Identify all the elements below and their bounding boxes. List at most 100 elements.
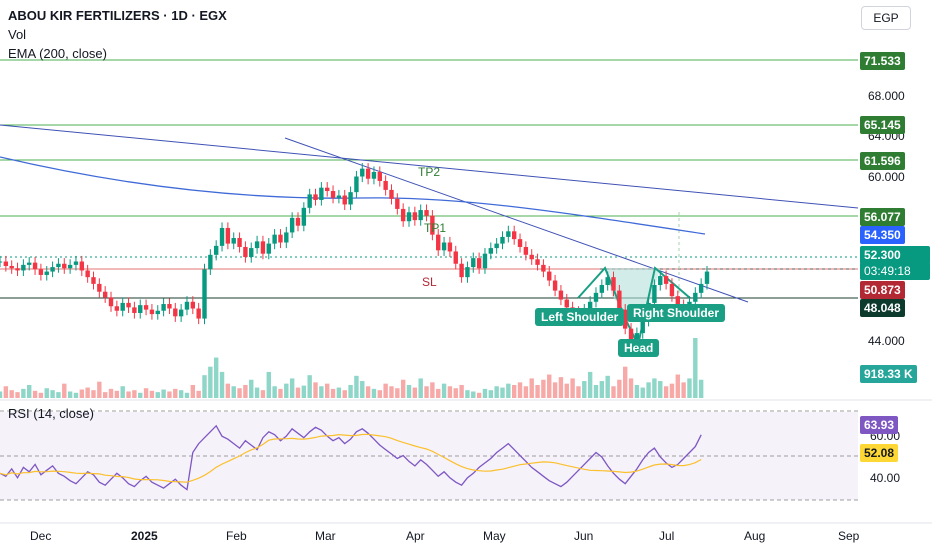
- candle-body: [62, 263, 67, 269]
- candle-body: [272, 234, 277, 244]
- candle-body: [517, 239, 523, 247]
- pattern-shade: [605, 268, 660, 318]
- candle-body: [406, 212, 412, 222]
- rsi-legend[interactable]: RSI (14, close): [8, 406, 94, 421]
- long-trendline: [0, 124, 859, 209]
- volume-bar: [114, 390, 120, 398]
- currency-button[interactable]: EGP: [861, 6, 911, 30]
- volume-bar: [658, 381, 663, 398]
- candle-body: [599, 285, 605, 293]
- candle-body: [558, 290, 564, 300]
- volume-bar: [219, 371, 225, 398]
- candle-body: [243, 246, 248, 258]
- volume-bar: [0, 391, 3, 398]
- candle-body: [354, 176, 359, 193]
- candle-body: [675, 296, 680, 306]
- candle-body: [254, 241, 260, 249]
- rsi-tick-40: 40.00: [870, 471, 900, 485]
- volume-legend[interactable]: Vol: [8, 27, 27, 42]
- candle-body: [377, 172, 382, 181]
- volume-bar: [9, 390, 14, 398]
- time-tick-2025: 2025: [131, 529, 158, 543]
- tp2-label: TP2: [418, 165, 440, 179]
- candle-body: [634, 333, 640, 343]
- volume-bar: [196, 390, 201, 398]
- candle-body: [15, 268, 20, 271]
- volume-bar: [120, 386, 125, 398]
- candle-body: [547, 271, 552, 281]
- volume-bar: [307, 375, 312, 398]
- volume-bar: [652, 378, 657, 398]
- volume-bar: [313, 382, 318, 398]
- volume-bar: [62, 383, 67, 398]
- ema-legend[interactable]: EMA (200, close): [8, 46, 107, 61]
- volume-bar: [523, 386, 529, 398]
- candle-body: [400, 208, 406, 222]
- volume-bar: [173, 388, 178, 398]
- candle-body: [208, 254, 213, 270]
- volume-bar: [622, 366, 628, 398]
- candle-body: [184, 301, 190, 310]
- volume-bar: [32, 390, 38, 398]
- rsi-line: [0, 424, 702, 491]
- chart-title[interactable]: ABOU KIR FERTILIZERS · 1D · EGX: [8, 8, 227, 23]
- candle-body: [44, 271, 49, 275]
- candle-body: [3, 261, 9, 266]
- volume-bar: [535, 384, 540, 398]
- volume-bar: [178, 390, 184, 398]
- candle-body: [529, 254, 534, 260]
- candle-body: [640, 320, 645, 334]
- left-shoulder-label: Left Shoulder: [535, 308, 625, 326]
- countdown-label: 03:49:18: [860, 262, 930, 280]
- rsi-value-label: 63.93: [860, 416, 899, 434]
- candle-body: [611, 277, 616, 291]
- volume-bar: [284, 383, 289, 398]
- candle-body: [693, 292, 698, 302]
- candle-body: [266, 243, 271, 254]
- volume-bar: [511, 384, 517, 398]
- level-label-56: 56.077: [860, 208, 905, 226]
- volume-bar: [558, 377, 564, 398]
- volume-bar: [97, 381, 102, 398]
- candle-body: [325, 187, 330, 192]
- candle-body: [465, 267, 470, 278]
- candle-body: [476, 258, 482, 269]
- volume-bar: [389, 386, 394, 398]
- volume-bar: [266, 371, 271, 398]
- candle-body: [231, 238, 236, 244]
- candle-body: [295, 217, 301, 226]
- volume-bar: [564, 383, 569, 398]
- volume-bar: [441, 383, 447, 398]
- volume-bar: [395, 388, 400, 398]
- candle-body: [383, 180, 388, 190]
- time-tick-dec: Dec: [30, 529, 51, 543]
- candle-body: [511, 231, 517, 240]
- volume-bar: [593, 384, 599, 398]
- price-tick-68: 68.000: [868, 89, 905, 103]
- candle-body: [278, 234, 283, 243]
- volume-bar: [50, 390, 55, 398]
- volume-bar: [541, 379, 546, 398]
- candle-body: [56, 263, 61, 268]
- volume-bar: [471, 391, 476, 398]
- candle-body: [173, 308, 178, 317]
- volume-bar: [85, 387, 90, 398]
- candle-body: [348, 192, 353, 205]
- volume-bar: [295, 387, 301, 398]
- rsi-ma-value-label: 52.08: [860, 444, 899, 462]
- volume-bar: [301, 385, 307, 398]
- candle-body: [506, 231, 511, 237]
- volume-bar: [687, 378, 692, 398]
- time-tick-feb: Feb: [226, 529, 247, 543]
- volume-bar: [476, 392, 482, 398]
- candle-body: [0, 261, 3, 263]
- candle-body: [202, 269, 207, 319]
- volume-bar: [500, 387, 505, 398]
- candle-body: [418, 210, 423, 221]
- candle-body: [9, 265, 14, 269]
- candle-body: [360, 168, 365, 177]
- volume-bar: [669, 383, 675, 398]
- volume-bar: [412, 387, 418, 398]
- volume-bar: [494, 386, 499, 398]
